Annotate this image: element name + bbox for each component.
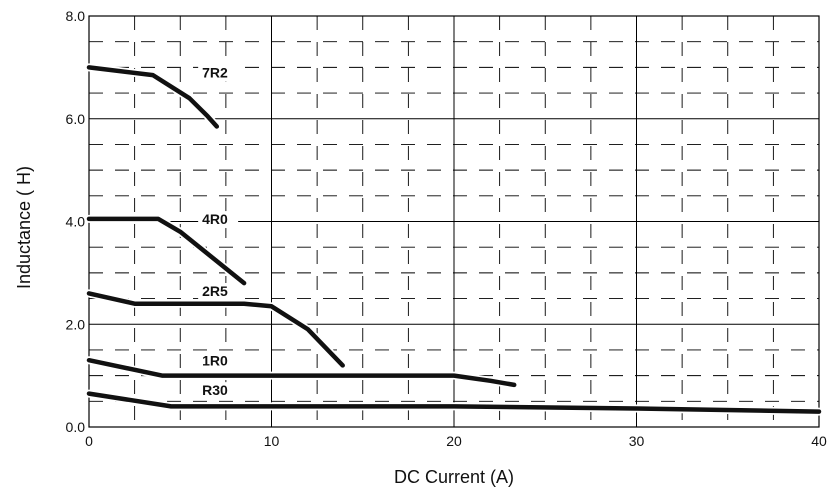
y-tick-label: 8.0	[66, 8, 86, 24]
series-label-7r2: 7R2	[202, 65, 228, 81]
series-line-1r0	[86, 357, 517, 388]
y-axis-ticks: 0.0 2.0 4.0 6.0 8.0	[66, 8, 86, 435]
x-tick-label: 10	[264, 433, 280, 449]
series-label-bg	[198, 282, 239, 300]
y-axis-label: Inductance ( H)	[14, 166, 34, 289]
series-line-r30	[86, 391, 822, 414]
series-label-bg	[198, 352, 239, 370]
y-tick-label: 4.0	[66, 214, 86, 230]
x-tick-label: 30	[629, 433, 645, 449]
series-label-bg	[198, 382, 239, 400]
series-label-r30: R30	[202, 382, 228, 398]
y-tick-label: 0.0	[66, 419, 86, 435]
series-lines	[85, 63, 823, 416]
series-halo-4r0	[85, 214, 249, 288]
x-axis-label: DC Current (A)	[394, 467, 514, 487]
series-labels: 7R2 4R0 2R5 1R0 R30	[198, 64, 239, 400]
series-label-4r0: 4R0	[202, 211, 228, 227]
y-tick-label: 2.0	[66, 316, 86, 332]
series-line-4r0	[86, 216, 247, 286]
series-line-2r5	[86, 291, 345, 368]
series-line-7r2	[86, 65, 220, 129]
series-label-bg	[198, 211, 239, 229]
series-label-bg	[198, 64, 239, 82]
series-label-2r5: 2R5	[202, 283, 228, 299]
x-tick-label: 20	[446, 433, 462, 449]
x-tick-label: 40	[811, 433, 827, 449]
x-tick-label: 0	[85, 433, 93, 449]
x-axis-ticks: 0 10 20 30 40	[85, 433, 827, 449]
y-tick-label: 6.0	[66, 111, 86, 127]
series-label-1r0: 1R0	[202, 352, 228, 368]
